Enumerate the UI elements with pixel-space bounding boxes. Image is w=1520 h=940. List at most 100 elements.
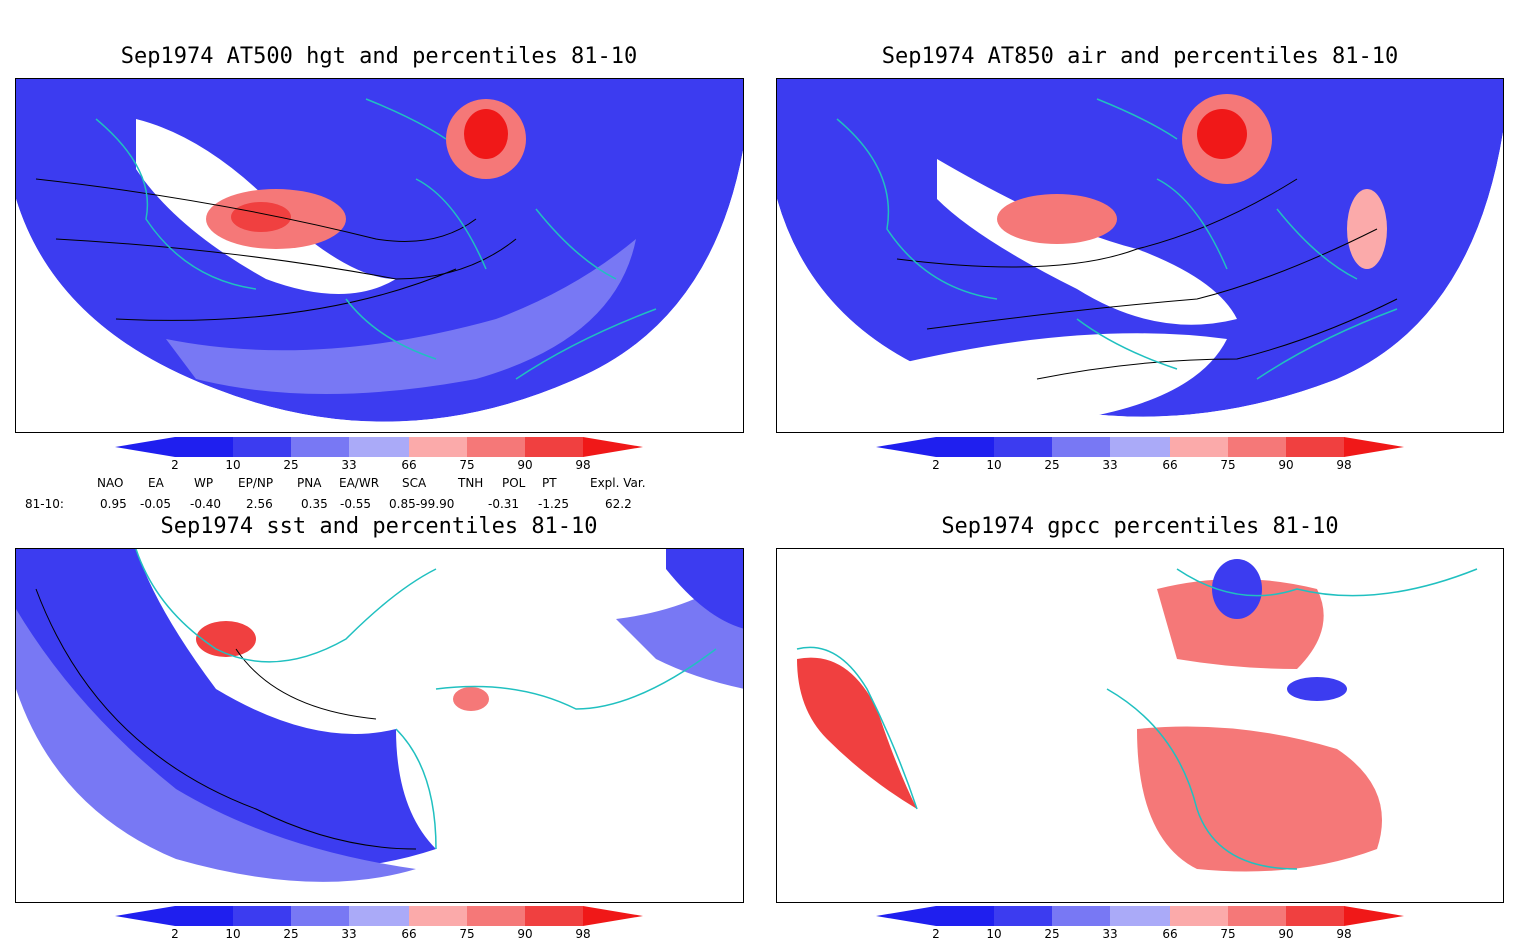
temperature-contour bbox=[926, 228, 1378, 330]
svg-text:75: 75 bbox=[1220, 927, 1235, 940]
svg-text:33: 33 bbox=[341, 927, 356, 940]
svg-text:98: 98 bbox=[575, 927, 590, 940]
svg-text:2: 2 bbox=[932, 927, 940, 940]
index-value-ea: -0.05 bbox=[140, 497, 172, 511]
height-contour bbox=[115, 268, 457, 321]
colorbar-hgt500: 2 10 25 33 66 75 90 98 bbox=[115, 437, 643, 472]
svg-text:90: 90 bbox=[517, 927, 532, 940]
map-panel-gpcc bbox=[776, 548, 1504, 903]
colorbar-tick: 98 bbox=[575, 458, 590, 472]
colorbar-arrow-left bbox=[115, 437, 175, 457]
mask-outside bbox=[777, 131, 1503, 432]
sst-contour bbox=[235, 648, 377, 720]
index-header-explvar: Expl. Var. bbox=[590, 476, 646, 490]
colorbar-tick: 75 bbox=[459, 458, 474, 472]
temperature-contour bbox=[1036, 298, 1398, 380]
colorbar-tick: 33 bbox=[341, 458, 356, 472]
index-header-pna: PNA bbox=[297, 476, 322, 490]
map-panel-air850 bbox=[776, 78, 1504, 433]
land-anomaly-red-west bbox=[797, 657, 917, 809]
anomaly-red-north-core bbox=[464, 109, 508, 159]
svg-text:10: 10 bbox=[986, 458, 1001, 472]
svg-text:2: 2 bbox=[171, 927, 179, 940]
colorbar-swatch bbox=[175, 437, 233, 457]
temperature-contour bbox=[896, 178, 1298, 268]
colorbar-arrow-right bbox=[583, 437, 643, 457]
sst-contour bbox=[35, 588, 417, 850]
svg-text:25: 25 bbox=[1044, 927, 1059, 940]
land-anomaly-blue-north bbox=[1212, 559, 1262, 619]
coastline bbox=[836, 118, 1398, 380]
coastline bbox=[135, 549, 717, 850]
svg-text:2: 2 bbox=[932, 458, 940, 472]
svg-text:10: 10 bbox=[225, 927, 240, 940]
colorbar-swatch bbox=[233, 437, 291, 457]
height-contour bbox=[35, 178, 477, 242]
map-gpcc-svg bbox=[796, 559, 1478, 872]
anomaly-red-east bbox=[1347, 189, 1387, 269]
svg-text:66: 66 bbox=[1162, 458, 1177, 472]
map-air850-svg bbox=[777, 79, 1503, 432]
colorbar-tick: 25 bbox=[283, 458, 298, 472]
svg-text:98: 98 bbox=[1336, 927, 1351, 940]
coastline bbox=[95, 118, 657, 380]
index-row-label: 81-10: bbox=[25, 497, 64, 511]
index-value-nao: 0.95 bbox=[100, 497, 127, 511]
svg-text:90: 90 bbox=[1278, 458, 1293, 472]
colorbar-swatch bbox=[467, 437, 525, 457]
index-header-ea: EA bbox=[148, 476, 164, 490]
land-anomaly-red-africa bbox=[1137, 726, 1382, 872]
height-contour bbox=[55, 238, 517, 280]
anomaly-red-west-core bbox=[231, 202, 291, 232]
mask-outside bbox=[16, 150, 743, 432]
map-sst-svg bbox=[16, 549, 743, 882]
index-header-pt: PT bbox=[542, 476, 557, 490]
colorbar-tick: 90 bbox=[517, 458, 532, 472]
colorbar-tick: 2 bbox=[171, 458, 179, 472]
coastline bbox=[796, 568, 1478, 870]
index-header-nao: NAO bbox=[97, 476, 124, 490]
index-value-explvar: 62.2 bbox=[605, 497, 632, 511]
panel-title-gpcc: Sep1974 gpcc percentiles 81-10 bbox=[941, 514, 1339, 539]
panel-title-hgt500: Sep1974 AT500 hgt and percentiles 81-10 bbox=[120, 44, 638, 69]
anomaly-red-med bbox=[453, 687, 489, 711]
index-value-epnp: 2.56 bbox=[246, 497, 273, 511]
svg-text:25: 25 bbox=[1044, 458, 1059, 472]
index-header-tnh: TNH bbox=[458, 476, 484, 490]
colorbar-sst: 2 10 25 33 66 75 90 98 bbox=[115, 906, 643, 940]
svg-text:75: 75 bbox=[459, 927, 474, 940]
svg-text:10: 10 bbox=[986, 927, 1001, 940]
anomaly-red-gulfstream bbox=[196, 621, 256, 657]
index-header-eawr: EA/WR bbox=[339, 476, 380, 490]
index-header-wp: WP bbox=[194, 476, 214, 490]
svg-text:25: 25 bbox=[283, 927, 298, 940]
anomaly-pale-band bbox=[937, 159, 1237, 325]
index-value-pna: 0.35 bbox=[301, 497, 328, 511]
anomaly-red-north-core bbox=[1197, 109, 1247, 159]
coastline bbox=[1096, 98, 1358, 280]
colorbar-tick: 66 bbox=[401, 458, 416, 472]
index-value-wp: -0.40 bbox=[190, 497, 222, 511]
colorbar-swatch bbox=[409, 437, 467, 457]
svg-text:33: 33 bbox=[1102, 927, 1117, 940]
anomaly-blue-light-south bbox=[166, 239, 636, 394]
index-header-epnp: EP/NP bbox=[238, 476, 274, 490]
svg-text:75: 75 bbox=[1220, 458, 1235, 472]
colorbar-air850: 2 10 25 33 66 75 90 98 bbox=[876, 437, 1404, 472]
index-header-sca: SCA bbox=[402, 476, 427, 490]
map-panel-hgt500 bbox=[15, 78, 744, 433]
index-value-eawr: -0.55 bbox=[340, 497, 372, 511]
svg-text:66: 66 bbox=[1162, 927, 1177, 940]
panel-title-sst: Sep1974 sst and percentiles 81-10 bbox=[160, 514, 598, 539]
panel-title-air850: Sep1974 AT850 air and percentiles 81-10 bbox=[881, 44, 1399, 69]
svg-text:98: 98 bbox=[1336, 458, 1351, 472]
index-value-sca-tnh: 0.85-99.90 bbox=[389, 497, 455, 511]
anomaly-red-west bbox=[997, 194, 1117, 244]
colorbar-swatch bbox=[291, 437, 349, 457]
colorbar-swatch bbox=[525, 437, 583, 457]
map-panel-sst bbox=[15, 548, 744, 903]
colorbar-tick: 10 bbox=[225, 458, 240, 472]
land-anomaly-mixed-north bbox=[1157, 579, 1324, 669]
index-value-pol: -0.31 bbox=[488, 497, 520, 511]
coastline bbox=[365, 98, 617, 280]
